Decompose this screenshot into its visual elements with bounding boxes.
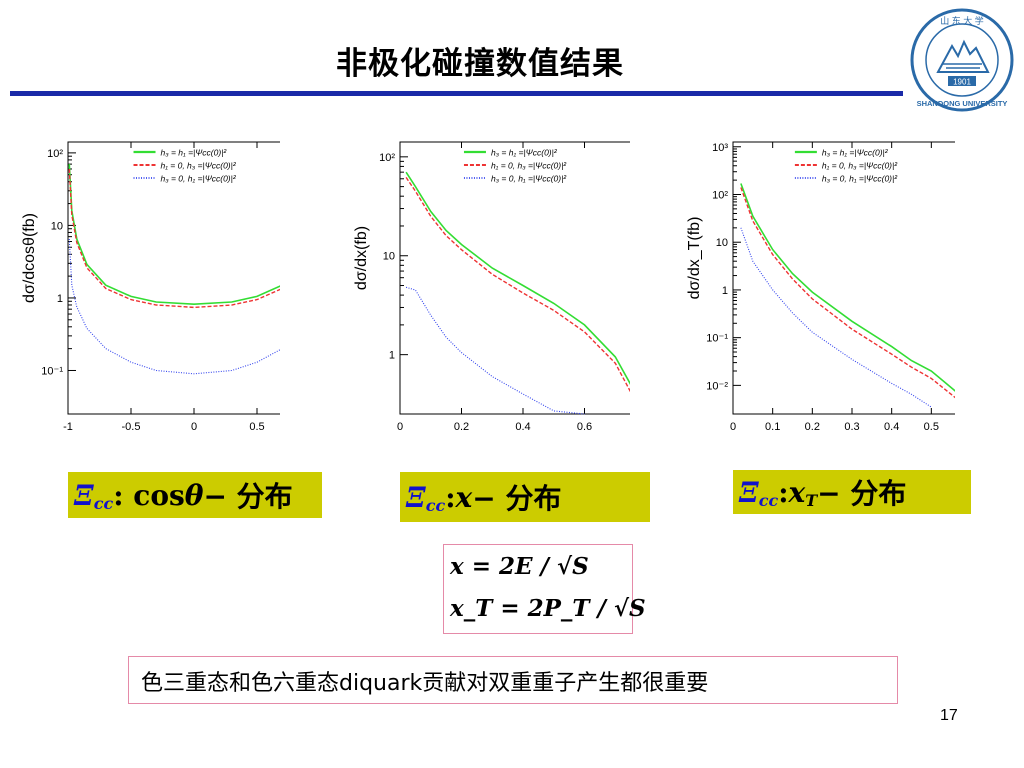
x-tick-label: 0.4 bbox=[884, 421, 899, 430]
caption-xi: Ξ bbox=[739, 475, 759, 509]
caption-text: : cos bbox=[113, 478, 185, 512]
series-line bbox=[405, 286, 585, 415]
formula-x: x = 2E / √S bbox=[450, 553, 589, 580]
university-logo: 山 东 大 学 1901 SHANDONG UNIVERSITY bbox=[910, 8, 1014, 112]
legend-label: h₃ = h₁ =|Ψcc(0)|² bbox=[491, 148, 558, 158]
x-tick-label: -1 bbox=[63, 421, 73, 430]
legend-label: h₁ = 0, h₃ =|Ψcc(0)|² bbox=[161, 161, 237, 171]
y-axis-label: dσ/dcosθ(fb) bbox=[21, 213, 38, 303]
x-tick-label: 0 bbox=[397, 421, 403, 430]
caption-xi: Ξ bbox=[406, 480, 426, 514]
series-line bbox=[405, 171, 630, 386]
y-tick-label: 10 bbox=[51, 220, 63, 232]
legend-label: h₃ = h₁ =|Ψcc(0)|² bbox=[161, 148, 228, 158]
y-axis-label: dσ/dx_T(fb) bbox=[686, 217, 703, 300]
x-tick-label: 0 bbox=[730, 421, 736, 430]
y-tick-label: 10² bbox=[712, 189, 728, 201]
x-tick-label: 0.3 bbox=[844, 421, 859, 430]
title-underline bbox=[10, 91, 903, 96]
page-title: 非极化碰撞数值结果 bbox=[336, 46, 624, 82]
chart-x: 00.20.40.60.811010²xdσ/dx(fb)h₃ = h₁ =|Ψ… bbox=[353, 141, 630, 430]
legend-label: h₃ = 0, h₁ =|Ψcc(0)|² bbox=[491, 174, 567, 184]
x-tick-label: 0.1 bbox=[765, 421, 780, 430]
y-tick-label: 10⁻¹ bbox=[706, 333, 728, 345]
x-tick-label: 0.5 bbox=[924, 421, 939, 430]
x-tick-label: 0.4 bbox=[515, 421, 530, 430]
series-line bbox=[68, 164, 280, 306]
y-tick-label: 10 bbox=[716, 237, 728, 249]
plot-frame bbox=[399, 141, 630, 415]
y-tick-label: 1 bbox=[57, 293, 63, 305]
logo-year: 1901 bbox=[953, 78, 971, 87]
legend-label: h₃ = 0, h₁ =|Ψcc(0)|² bbox=[161, 174, 237, 184]
y-tick-label: 10² bbox=[47, 148, 63, 160]
caption-var: x bbox=[788, 475, 806, 509]
caption-xi: Ξ bbox=[74, 478, 94, 512]
caption-sub: cc bbox=[425, 495, 446, 515]
x-tick-label: 0.2 bbox=[805, 421, 820, 430]
caption-var: θ bbox=[184, 478, 204, 512]
y-tick-label: 10⁻² bbox=[706, 380, 728, 392]
y-tick-label: 1 bbox=[722, 285, 728, 297]
caption-tail: − 分布 bbox=[203, 480, 293, 513]
legend-label: h₃ = h₁ =|Ψcc(0)|² bbox=[822, 148, 889, 158]
caption-tail: − 分布 bbox=[472, 482, 562, 515]
x-tick-label: 0.6 bbox=[577, 421, 592, 430]
formula-xt: x_T = 2P_T / √S bbox=[450, 595, 646, 622]
x-tick-label: 0.2 bbox=[454, 421, 469, 430]
chart-cos-theta: -1-0.500.5110⁻¹11010²cosθdσ/dcosθ(fb)h₃ … bbox=[21, 141, 280, 430]
caption-sub: cc bbox=[93, 493, 114, 513]
x-tick-label: 0 bbox=[191, 421, 197, 430]
series-line bbox=[740, 183, 955, 392]
plot-frame bbox=[732, 141, 955, 415]
series-line bbox=[68, 238, 280, 375]
y-tick-label: 10³ bbox=[712, 142, 728, 154]
series-line bbox=[740, 227, 932, 408]
legend-label: h₁ = 0, h₃ =|Ψcc(0)|² bbox=[822, 161, 898, 171]
caption-text: : bbox=[445, 480, 456, 514]
caption-tail: − 分布 bbox=[817, 477, 907, 510]
series-line bbox=[740, 187, 955, 399]
logo-top-text: 山 东 大 学 bbox=[940, 15, 984, 26]
y-tick-label: 10² bbox=[379, 152, 395, 164]
caption-sub: cc bbox=[758, 490, 779, 510]
logo-ring-text: SHANDONG UNIVERSITY bbox=[917, 99, 1008, 108]
x-tick-label: 0.5 bbox=[249, 421, 264, 430]
caption-text: : bbox=[778, 475, 789, 509]
y-tick-label: 10⁻¹ bbox=[41, 365, 63, 377]
conclusion-note: 色三重态和色六重态diquark贡献对双重重子产生都很重要 bbox=[128, 656, 898, 704]
plot-frame bbox=[67, 141, 280, 415]
y-axis-label: dσ/dx(fb) bbox=[353, 226, 370, 290]
legend-label: h₁ = 0, h₃ =|Ψcc(0)|² bbox=[491, 161, 567, 171]
legend-label: h₃ = 0, h₁ =|Ψcc(0)|² bbox=[822, 174, 898, 184]
formula-box: x = 2E / √S x_T = 2P_T / √S bbox=[443, 544, 646, 634]
caption-var-sub: T bbox=[805, 490, 818, 510]
page-number: 17 bbox=[940, 707, 958, 724]
caption-var: x bbox=[455, 480, 473, 514]
x-tick-label: -0.5 bbox=[122, 421, 141, 430]
y-tick-label: 10 bbox=[383, 251, 395, 263]
chart-xt: 00.10.20.30.40.50.610⁻²10⁻¹11010²10³x_Td… bbox=[686, 141, 955, 430]
y-tick-label: 1 bbox=[389, 350, 395, 362]
